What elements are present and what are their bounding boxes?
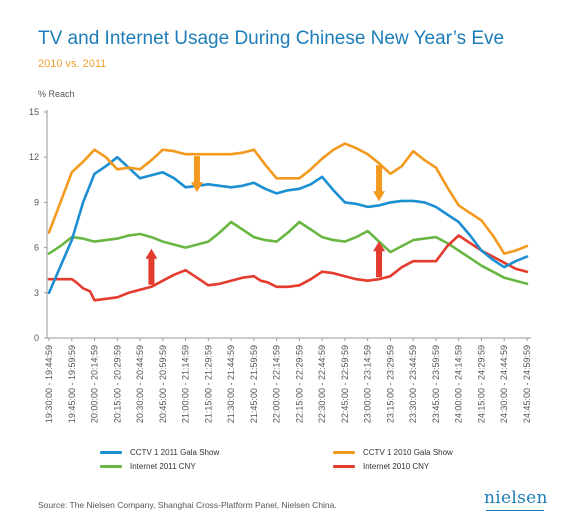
series-line-1 [47,155,529,295]
legend-label-internet-2010: Internet 2010 CNY [363,462,430,471]
x-tick-label: 22:30:00 - 22:44:59 [317,345,327,423]
annotation-arrow-4 [373,241,386,278]
x-tick-label: 19:30:00 - 19:44:59 [44,345,54,423]
legend-item-cctv-2010: CCTV 1 2010 Gala Show [333,448,453,457]
legend-label-internet-2011: Internet 2011 CNY [130,462,196,471]
y-axis-label: % Reach [38,89,75,99]
x-tick-label: 20:15:00 - 20:29:59 [112,345,122,423]
y-tick-label: 0 [34,333,39,343]
series-line-2 [47,142,529,255]
x-tick-label: 21:15:00 - 21:29:59 [203,345,213,423]
source-note: Source: The Nielsen Company, Shanghai Cr… [38,500,337,510]
x-tick-label: 22:45:00 - 22:59:59 [340,345,350,423]
x-tick-label: 20:00:00 - 20:14:59 [90,345,100,423]
y-tick-label: 15 [29,107,39,117]
legend-label-cctv-2010: CCTV 1 2010 Gala Show [363,448,453,457]
logo-underline [486,510,544,511]
annotation-arrow-3 [145,248,158,285]
legend-item-cctv-2011: CCTV 1 2011 Gala Show [100,448,219,457]
y-tick-label: 6 [34,243,39,253]
legend-swatch-internet-2010 [333,465,355,468]
x-tick-label: 24:45:00 - 24:59:59 [522,345,532,423]
annotation-arrow-2 [373,165,386,202]
chart-title: TV and Internet Usage During Chinese New… [38,28,505,49]
x-tick-label: 21:00:00 - 21:14:59 [181,345,191,423]
y-tick-label: 9 [34,197,39,207]
nielsen-logo: nielsen [484,488,548,508]
chart-subtitle: 2010 vs. 2011 [38,58,107,70]
x-tick-label: 23:45:00 - 23:59:59 [431,345,441,423]
x-tick-label: 21:45:00 - 21:59:59 [249,345,259,423]
series-line-3 [47,220,529,286]
x-tick-label: 21:30:00 - 21:44:59 [226,345,236,423]
annotation-arrow-1 [190,156,203,193]
x-tick-label: 23:15:00 - 23:29:59 [385,345,395,423]
x-tick-label: 23:30:00 - 23:44:59 [408,345,418,423]
series-line-4 [47,234,529,302]
x-tick-label: 22:15:00 - 22:29:59 [294,345,304,423]
x-tick-label: 24:30:00 - 24:44:59 [499,345,509,423]
legend-label-cctv-2011: CCTV 1 2011 Gala Show [130,448,220,457]
legend-item-internet-2010: Internet 2010 CNY [333,462,429,471]
x-tick-label: 20:30:00 - 20:44:59 [135,345,145,423]
x-tick-label: 24:00:00 - 24:14:59 [454,345,464,423]
x-tick-label: 22:00:00 - 22:14:59 [272,345,282,423]
legend-swatch-cctv-2010 [333,451,355,454]
y-tick-label: 12 [29,152,39,162]
legend-swatch-cctv-2011 [100,451,122,454]
x-tick-label: 24:15:00 - 24:29:59 [476,345,486,423]
x-tick-label: 23:00:00 - 23:14:59 [363,345,373,423]
x-tick-label: 19:45:00 - 19:59:59 [67,345,77,423]
x-tick-label: 20:45:00 - 20:59:59 [158,345,168,423]
y-tick-label: 3 [34,288,39,298]
legend-item-internet-2011: Internet 2011 CNY [100,462,196,471]
legend-swatch-internet-2011 [100,465,122,468]
